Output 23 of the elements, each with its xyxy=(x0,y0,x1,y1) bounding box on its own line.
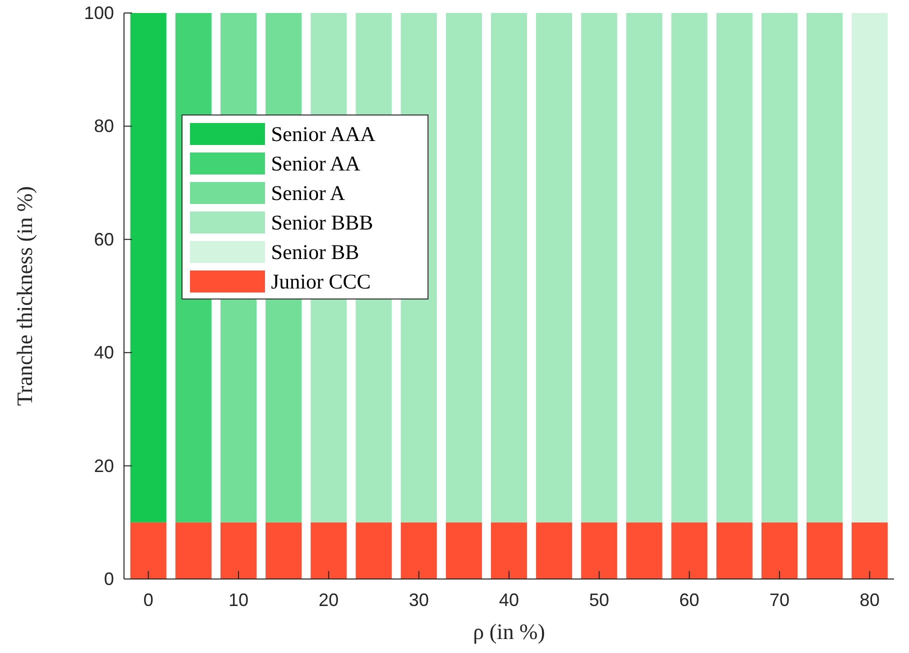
x-tick-label: 20 xyxy=(318,590,339,610)
y-tick-label: 60 xyxy=(94,229,114,250)
legend-label: Senior BB xyxy=(271,240,360,264)
y-tick-label: 100 xyxy=(84,3,114,23)
x-tick-label: 0 xyxy=(143,590,154,610)
x-tick-label: 10 xyxy=(228,590,249,610)
y-tick-label: 0 xyxy=(104,569,114,589)
legend-label: Senior AAA xyxy=(271,122,376,146)
legend-label: Senior A xyxy=(271,181,346,205)
x-tick-label: 30 xyxy=(408,590,429,610)
x-tick-label: 40 xyxy=(498,590,520,610)
y-tick-label: 40 xyxy=(94,342,114,363)
x-tick-label: 50 xyxy=(589,590,610,610)
y-axis-title: Tranche thickness (in %) xyxy=(12,186,37,406)
y-tick-label: 80 xyxy=(94,116,114,136)
x-tick-label: 80 xyxy=(860,590,880,610)
legend-label: Senior BBB xyxy=(271,210,374,234)
y-tick-label: 20 xyxy=(94,456,114,476)
legend-label: Senior AA xyxy=(271,152,362,176)
legend-label: Junior CCC xyxy=(271,270,371,294)
x-axis-title: ρ (in %) xyxy=(472,619,546,644)
x-tick-label: 60 xyxy=(679,590,700,610)
x-tick-label: 70 xyxy=(769,590,790,610)
